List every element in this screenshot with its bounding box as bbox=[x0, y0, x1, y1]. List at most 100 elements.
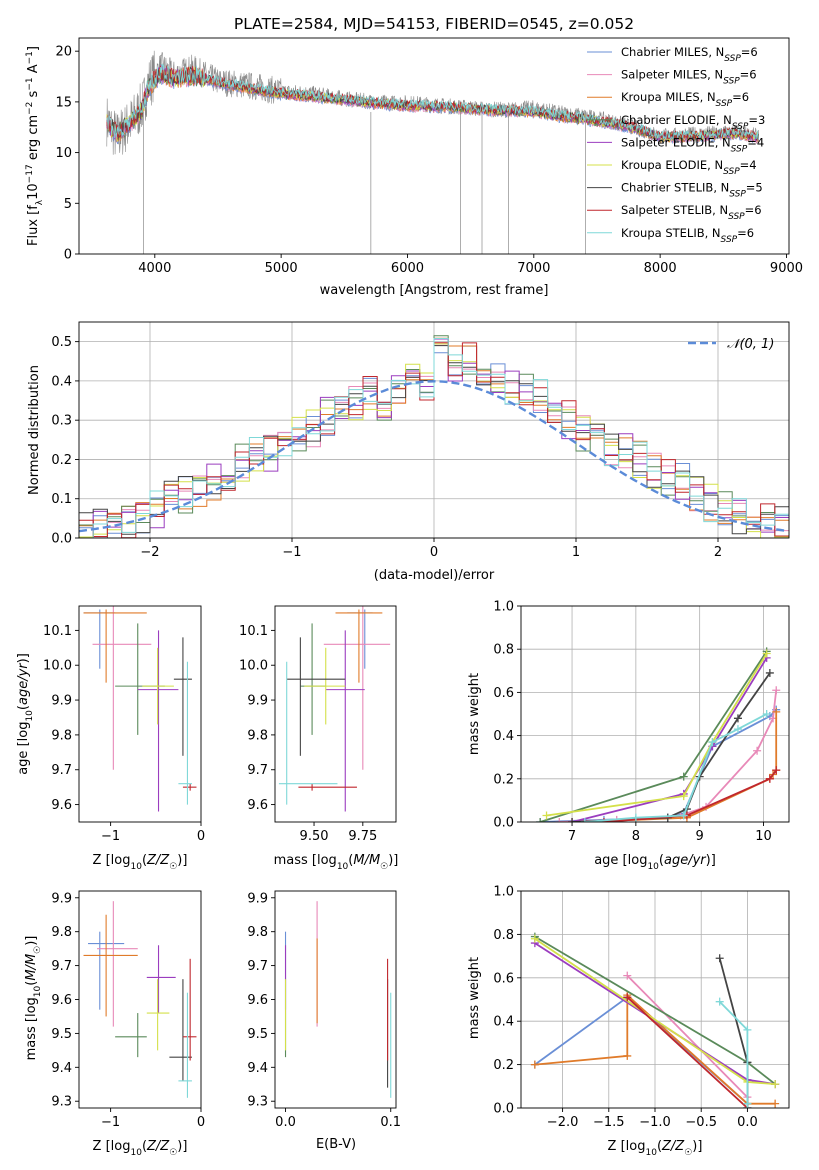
y-tick-label: 9.4 bbox=[51, 1061, 72, 1076]
axes-frame bbox=[520, 605, 790, 823]
panel-age_vs_mass: 9.50 9.75 9.6 9.7 9.8 9.9 10.0 10.1 mass [log10(… bbox=[239, 605, 398, 872]
label-part: )] bbox=[388, 853, 398, 868]
label-part: −1 bbox=[25, 51, 35, 64]
x-axis-label: Z [log10(Z/Z☉)] bbox=[93, 1139, 188, 1158]
label-part: 10 bbox=[337, 862, 349, 872]
label-part: Kroupa MILES, N bbox=[621, 90, 716, 104]
x-tick-label: 0 bbox=[197, 1115, 205, 1130]
x-tick-label: 0 bbox=[430, 545, 438, 560]
y-tick-label: 9.8 bbox=[247, 925, 268, 940]
x-tick-label: −0.5 bbox=[685, 1115, 717, 1130]
weight-marker bbox=[753, 746, 762, 755]
weight-marker bbox=[542, 811, 551, 820]
label-part: ☉ bbox=[684, 1148, 692, 1158]
y-axis-label: Flux [fλ10−17 erg cm−2 s−1 A−1] bbox=[25, 46, 45, 246]
x-tick-label: 7000 bbox=[517, 261, 550, 276]
label-part: 10 bbox=[645, 1148, 657, 1158]
label-part: Kroupa ELODIE, N bbox=[621, 158, 723, 172]
weight-marker bbox=[631, 813, 640, 822]
x-tick-label: 9.75 bbox=[348, 829, 377, 844]
y-tick-label: 0.8 bbox=[493, 928, 514, 943]
y-tick-label: 10.0 bbox=[239, 659, 268, 674]
x-axis-label: E(B-V) bbox=[316, 1137, 356, 1152]
y-axis-label: Normed distribution bbox=[27, 365, 42, 495]
label-part: 10 bbox=[33, 985, 43, 997]
axes-frame bbox=[274, 605, 397, 823]
label-part: ( bbox=[348, 853, 353, 868]
y-axis-label: mass weight bbox=[467, 957, 482, 1039]
label-part: M/M bbox=[24, 954, 39, 981]
plot-area-age_vs_Z bbox=[83, 606, 197, 812]
panel-mass_vs_ebv: 0.0 0.1 9.3 9.4 9.5 9.6 9.7 9.8 9.9 E(B-V) bbox=[247, 890, 401, 1152]
x-tick-label: 0.0 bbox=[737, 1115, 758, 1130]
y-tick-label: 0.0 bbox=[51, 532, 72, 547]
weight-marker bbox=[743, 1025, 752, 1034]
plot-area-age_vs_mass bbox=[278, 606, 391, 812]
weight-line bbox=[540, 709, 777, 822]
y-tick-label: 9.9 bbox=[51, 891, 72, 906]
label-part: ] bbox=[26, 46, 41, 51]
label-part: =6 bbox=[741, 45, 758, 59]
label-part: Salpeter STELIB, N bbox=[621, 203, 728, 217]
label-part: ( bbox=[142, 1139, 147, 1154]
label-part: =4 bbox=[740, 158, 757, 172]
x-tick-label: −2.0 bbox=[547, 1115, 579, 1130]
label-part: SSP bbox=[731, 144, 748, 154]
label-part: ( bbox=[24, 981, 39, 986]
x-axis-label: age [log10(age/yr)] bbox=[594, 853, 716, 872]
residual-histogram bbox=[79, 338, 789, 538]
x-tick-label: −1 bbox=[282, 545, 301, 560]
label-part: Chabrier MILES, N bbox=[621, 45, 724, 59]
y-tick-label: 9.5 bbox=[247, 1027, 268, 1042]
panel-residuals: −2 −1 0 1 2 0.0 0.1 0.2 0.3 0.4 0.5 𝒩(0, 1) (data-mo… bbox=[27, 321, 790, 583]
weight-marker bbox=[771, 1099, 780, 1108]
x-tick-label: 4000 bbox=[138, 261, 171, 276]
legend-entry: Kroupa STELIB, NSSP=6 bbox=[621, 226, 754, 245]
y-tick-label: 0.6 bbox=[493, 971, 514, 986]
label-part: Flux [f bbox=[26, 205, 41, 246]
model-spectrum bbox=[106, 63, 760, 140]
x-tick-label: 8 bbox=[632, 829, 640, 844]
label-part: s bbox=[26, 90, 41, 101]
weight-marker bbox=[623, 971, 632, 980]
legend-entry: Kroupa ELODIE, NSSP=4 bbox=[621, 158, 757, 177]
label-part: )] bbox=[16, 653, 31, 663]
label-part: erg cm bbox=[26, 115, 41, 164]
x-axis-label: Z [log10(Z/Z☉)] bbox=[93, 853, 188, 872]
y-tick-label: 0.4 bbox=[493, 1015, 514, 1030]
y-tick-label: 0.2 bbox=[493, 772, 514, 787]
label-part: Salpeter MILES, N bbox=[621, 68, 723, 82]
x-tick-label: 9000 bbox=[770, 261, 803, 276]
y-tick-label: 0.1 bbox=[51, 492, 72, 507]
label-part: =6 bbox=[740, 68, 757, 82]
label-part: Z/Z bbox=[146, 1139, 170, 1154]
legend-entry: Chabrier STELIB, NSSP=5 bbox=[621, 181, 763, 200]
weight-marker bbox=[733, 714, 742, 723]
label-part: −17 bbox=[25, 164, 35, 183]
label-part: )] bbox=[177, 1139, 187, 1154]
label-part: ( bbox=[142, 853, 147, 868]
y-axis-label: age [log10(age/yr)] bbox=[16, 653, 35, 775]
y-axis-label: mass [log10(M/M☉)] bbox=[24, 936, 43, 1061]
label-part: M/M bbox=[353, 853, 380, 868]
x-tick-label: −2 bbox=[140, 545, 159, 560]
x-axis-label: wavelength [Angstrom, rest frame] bbox=[320, 283, 549, 298]
x-axis-label: (data-model)/error bbox=[374, 568, 495, 583]
label-part: ☉ bbox=[33, 946, 43, 954]
y-tick-label: 9.9 bbox=[51, 694, 72, 709]
label-part: )] bbox=[24, 936, 39, 946]
x-tick-label: −1.0 bbox=[639, 1115, 671, 1130]
weight-marker bbox=[580, 818, 589, 822]
y-tick-label: 10 bbox=[55, 146, 72, 161]
x-tick-label: 10 bbox=[755, 829, 772, 844]
weight-marker bbox=[772, 707, 781, 716]
y-tick-label: 0.4 bbox=[493, 729, 514, 744]
y-tick-label: 0.2 bbox=[493, 1058, 514, 1073]
panel-weight_vs_Z: −2.0 −1.5 −1.0 −0.5 0.0 0.0 0.2 0.4 0.6 0.8 1.0 Z [… bbox=[467, 885, 790, 1158]
weight-marker bbox=[743, 1104, 752, 1108]
y-tick-label: 9.6 bbox=[247, 993, 268, 1008]
weight-marker bbox=[715, 954, 724, 963]
label-part: =4 bbox=[747, 135, 764, 149]
label-part: mass [log bbox=[274, 853, 337, 868]
